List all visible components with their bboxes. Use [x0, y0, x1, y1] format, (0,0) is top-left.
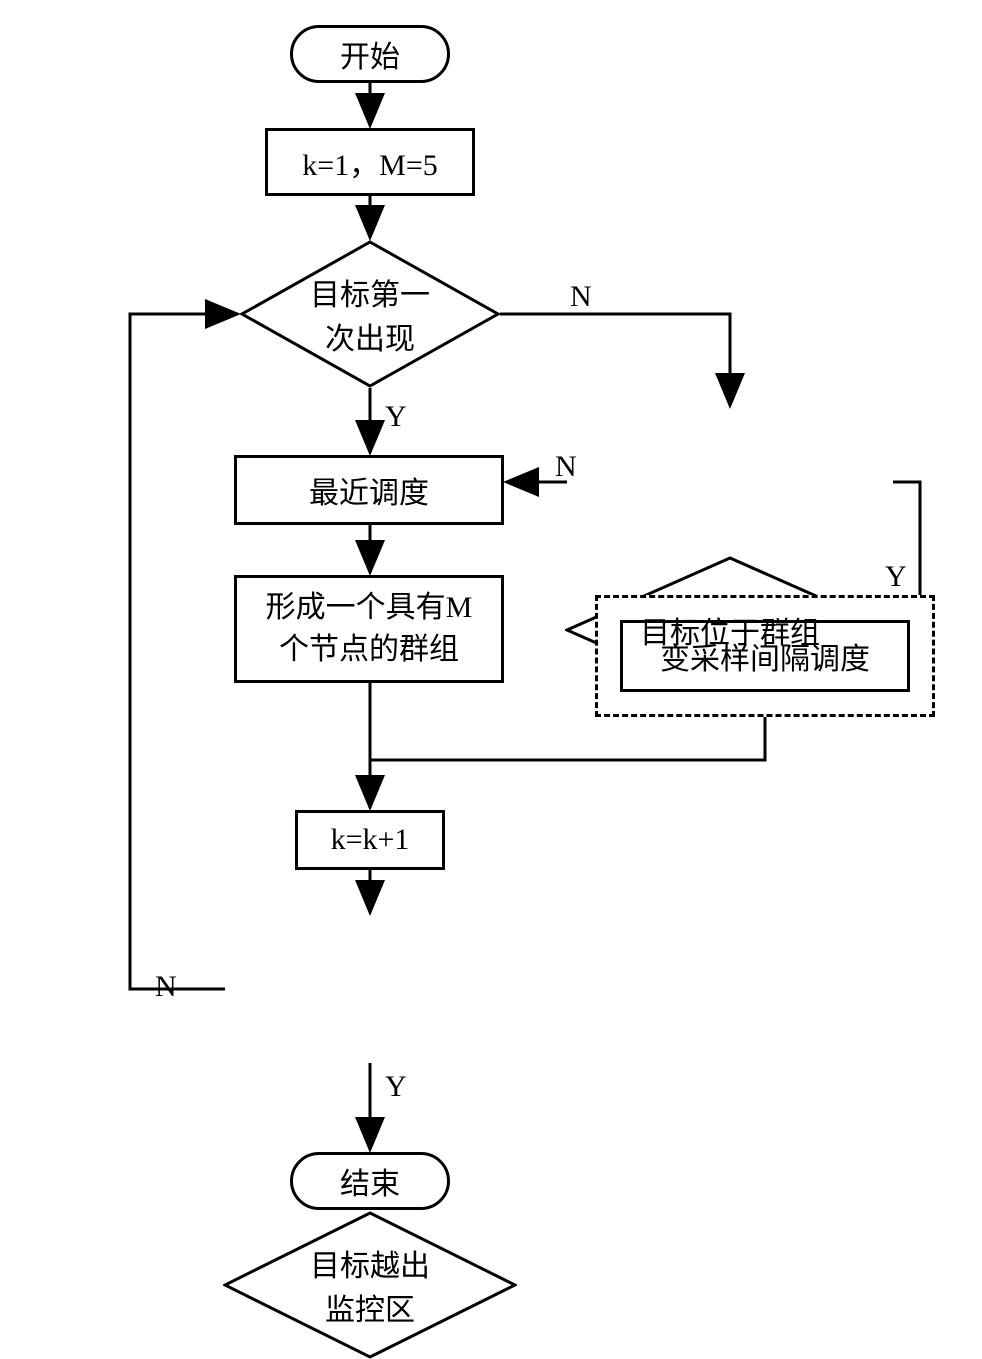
label-y1: Y: [385, 400, 407, 434]
form-group-process: 形成一个具有M 个节点的群组: [234, 575, 504, 683]
init-text: k=1，M=5: [302, 140, 438, 184]
start-text: 开始: [340, 32, 400, 76]
end-text: 结束: [340, 1159, 400, 1203]
nearest-schedule-process: 最近调度: [234, 455, 504, 525]
init-process: k=1，M=5: [265, 128, 475, 196]
nearest-text: 最近调度: [309, 468, 429, 512]
decision1-line2: 次出现: [310, 314, 430, 358]
label-n3: N: [155, 970, 177, 1004]
increment-text: k=k+1: [331, 823, 410, 857]
form-line2: 个节点的群组: [266, 629, 473, 671]
label-n1: N: [570, 280, 592, 314]
decision-out-of-area: 目标越出 监控区: [223, 1211, 517, 1359]
decision-first-appearance: 目标第一 次出现: [240, 240, 500, 388]
decision1-line1: 目标第一: [310, 270, 430, 314]
end-node: 结束: [290, 1152, 450, 1210]
start-node: 开始: [290, 25, 450, 83]
label-y2: Y: [885, 560, 907, 594]
increment-process: k=k+1: [295, 810, 445, 870]
decision3-line2: 监控区: [310, 1285, 430, 1329]
form-line1: 形成一个具有M: [266, 587, 473, 629]
decision3-line1: 目标越出: [310, 1241, 430, 1285]
decision2-text: 目标位于群组: [640, 608, 820, 652]
label-y3: Y: [385, 1070, 407, 1104]
label-n2: N: [555, 450, 577, 484]
